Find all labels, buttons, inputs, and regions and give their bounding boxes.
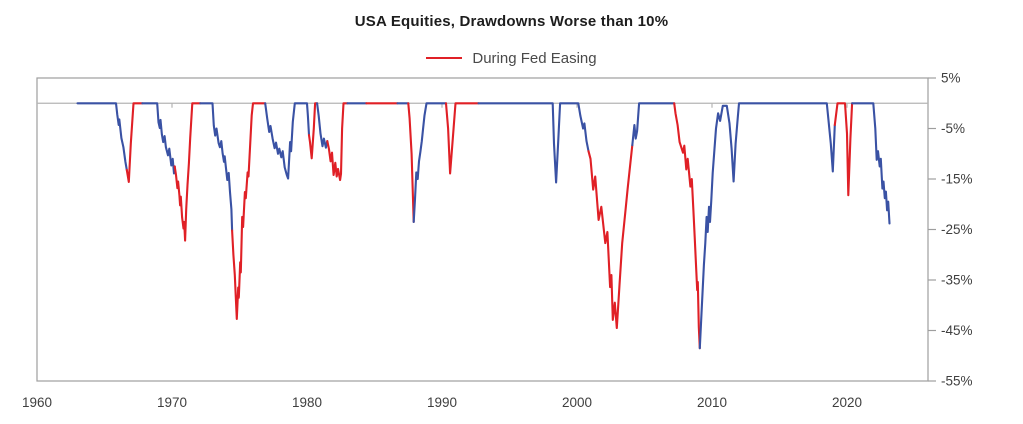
x-axis-tick-label: 2000 [562, 395, 592, 410]
y-axis-tick-label: -25% [941, 222, 973, 237]
x-axis-tick-label: 2010 [697, 395, 727, 410]
drawdown-line-segment [141, 102, 176, 175]
drawdown-line-easing-segment [326, 102, 349, 182]
drawdown-line-easing-segment [587, 144, 634, 330]
drawdown-line-easing-segment [673, 102, 701, 350]
drawdown-line-segment [264, 102, 311, 180]
y-axis-tick-label: -15% [941, 172, 973, 187]
chart-title: USA Equities, Drawdowns Worse than 10% [354, 13, 669, 30]
x-axis-tick-label: 2020 [832, 395, 862, 410]
y-axis-tick-label: -55% [941, 374, 973, 389]
drawdown-line-segment [631, 102, 676, 147]
drawdown-line-segment [412, 102, 448, 223]
x-axis-tick-label: 1970 [157, 395, 187, 410]
y-axis-tick-label: -45% [941, 323, 973, 338]
legend-line-swatch [426, 57, 463, 59]
drawdown-line-easing-segment [444, 102, 480, 175]
drawdown-line-easing-segment [833, 102, 854, 197]
drawdown-line-segment [851, 102, 891, 225]
x-axis-tick-label: 1990 [427, 395, 457, 410]
drawdown-line-easing-segment [407, 102, 415, 223]
x-axis-tick-label: 1980 [292, 395, 322, 410]
y-axis-tick-label: -35% [941, 273, 973, 288]
plot-border [36, 77, 929, 382]
drawdown-line-easing-segment [173, 102, 202, 242]
drawdown-line-easing-segment [125, 102, 144, 184]
drawdown-line-segment [199, 102, 234, 232]
legend: During Fed Easing [0, 49, 1023, 67]
drawdown-line-segment [76, 102, 128, 171]
legend-label: During Fed Easing [472, 49, 597, 67]
drawdown-line-easing-segment [307, 102, 319, 160]
drawdown-line-segment [477, 102, 590, 184]
drawdown-line-easing-segment [231, 102, 267, 320]
drawdown-line-segment [316, 102, 329, 149]
x-axis-tick-label: 1960 [22, 395, 52, 410]
y-axis-tick-label: 5% [941, 71, 961, 86]
drawdown-line-segment [698, 102, 836, 350]
y-axis-tick-label: -5% [941, 121, 965, 136]
